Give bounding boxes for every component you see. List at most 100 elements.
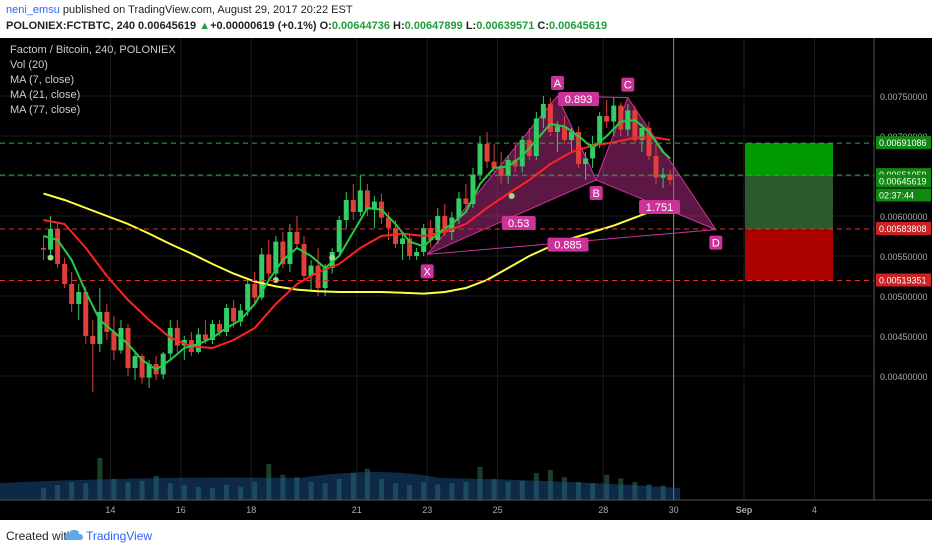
candle-body bbox=[583, 158, 589, 164]
candle-body bbox=[561, 126, 567, 140]
position-boxes bbox=[745, 143, 833, 281]
volume-bar bbox=[421, 482, 427, 500]
candle-body bbox=[357, 190, 363, 212]
time-tick: 30 bbox=[669, 505, 679, 515]
symbol-label: POLONIEX:FCTBTC, 240 bbox=[6, 20, 135, 32]
volume-bar bbox=[646, 484, 652, 500]
point-c-label-box bbox=[621, 77, 635, 92]
volume-bar bbox=[378, 479, 384, 500]
volume-bar bbox=[83, 483, 89, 500]
candle-body bbox=[90, 336, 96, 344]
volume-bar bbox=[435, 484, 441, 500]
volume-bar bbox=[491, 479, 497, 500]
legend-ma21: MA (21, close) bbox=[10, 89, 80, 101]
candle-body bbox=[371, 201, 377, 210]
tradingview-link[interactable]: TradingView bbox=[86, 529, 153, 543]
ma21-line bbox=[43, 136, 671, 350]
candle-body bbox=[167, 328, 173, 354]
volume-bar bbox=[604, 474, 610, 500]
candle-body bbox=[540, 104, 546, 119]
ratio-label-box bbox=[547, 237, 589, 252]
volume-bar bbox=[533, 473, 539, 500]
price-tick: 0.00500000 bbox=[880, 292, 928, 302]
stop-price-box bbox=[876, 273, 931, 287]
close-value: 0.00645619 bbox=[549, 20, 608, 32]
candle-body bbox=[336, 220, 342, 252]
candle-body bbox=[407, 238, 413, 256]
candle-body bbox=[139, 356, 145, 378]
publish-info: published on TradingView.com, August 29,… bbox=[62, 4, 353, 16]
point-x-label-box bbox=[420, 264, 434, 279]
legend-vol: Vol (20) bbox=[10, 59, 48, 71]
candle-body bbox=[646, 128, 652, 156]
time-tick: 16 bbox=[176, 505, 186, 515]
current-price-box bbox=[876, 174, 931, 188]
candle-body bbox=[252, 284, 258, 298]
candle-body bbox=[111, 332, 117, 351]
candle-body bbox=[217, 324, 223, 332]
candle-body bbox=[280, 241, 286, 264]
price-levels bbox=[0, 142, 874, 282]
pattern-labels: X A B C D 0.893 0.53 1.751 0.885 bbox=[420, 76, 723, 279]
candle-body bbox=[350, 200, 356, 212]
volume-bar bbox=[69, 482, 75, 500]
point-a-label: A bbox=[554, 78, 562, 90]
axes: 0.007500000.007000000.006500000.00600000… bbox=[0, 38, 932, 520]
volume-bar bbox=[505, 482, 511, 500]
candle-body bbox=[41, 248, 47, 250]
time-tick: 4 bbox=[812, 505, 817, 515]
candle-body bbox=[69, 284, 75, 304]
candle-body bbox=[364, 190, 370, 210]
ratio-label-box bbox=[501, 216, 536, 230]
candle-body bbox=[667, 174, 673, 180]
volume-bar bbox=[125, 482, 131, 500]
candle-body bbox=[62, 264, 68, 284]
candle-body bbox=[76, 292, 82, 304]
footer: Created with TradingView bbox=[0, 520, 932, 550]
candle-body bbox=[97, 312, 103, 344]
volume-bar bbox=[252, 482, 258, 500]
price-chart[interactable]: X A B C D 0.893 0.53 1.751 0.885 0.007500000.007… bbox=[0, 38, 932, 520]
point-a-label-box bbox=[550, 76, 564, 90]
volume-ma-area bbox=[0, 472, 680, 500]
volume-bar bbox=[111, 479, 117, 500]
candle-body bbox=[301, 244, 307, 276]
open-value: 0.00644736 bbox=[331, 20, 390, 32]
ratio-label: 0.53 bbox=[508, 218, 529, 230]
volume-bar bbox=[139, 480, 145, 500]
high-value: 0.00647899 bbox=[404, 20, 463, 32]
current-price: 0.00645619 bbox=[879, 177, 927, 187]
volume-bar bbox=[153, 476, 159, 500]
volume-bar bbox=[590, 483, 596, 500]
candle-body bbox=[470, 174, 476, 204]
candle-body bbox=[245, 284, 251, 311]
volume-bar bbox=[280, 474, 286, 500]
legend-ma77: MA (77, close) bbox=[10, 104, 80, 116]
volume-bar bbox=[167, 483, 173, 500]
volume-bar bbox=[350, 473, 356, 500]
candle-body bbox=[618, 105, 624, 130]
volume-bar bbox=[97, 458, 103, 500]
open-label: O: bbox=[319, 20, 332, 32]
point-c-label: C bbox=[624, 80, 632, 92]
ratio-label: 0.893 bbox=[565, 94, 593, 106]
candle-body bbox=[456, 198, 462, 218]
high-label: H: bbox=[393, 20, 405, 32]
point-b-label-box bbox=[589, 186, 603, 200]
volume-bar bbox=[41, 488, 47, 500]
candle-body bbox=[477, 144, 483, 175]
candle-body bbox=[343, 200, 349, 220]
candle-body bbox=[238, 310, 244, 322]
volume-bar bbox=[660, 485, 666, 500]
candle-body bbox=[48, 228, 54, 250]
candle-body bbox=[590, 144, 596, 159]
candle-body bbox=[125, 328, 131, 368]
time-tick: 28 bbox=[598, 505, 608, 515]
author-link[interactable]: neni_emsu bbox=[6, 4, 60, 16]
candle-body bbox=[491, 161, 497, 168]
volume-bar bbox=[632, 482, 638, 500]
volume-bar bbox=[55, 485, 61, 500]
candle-body bbox=[569, 132, 575, 140]
take-profit-price: 0.00691086 bbox=[879, 138, 927, 148]
volume-bar bbox=[238, 486, 244, 500]
